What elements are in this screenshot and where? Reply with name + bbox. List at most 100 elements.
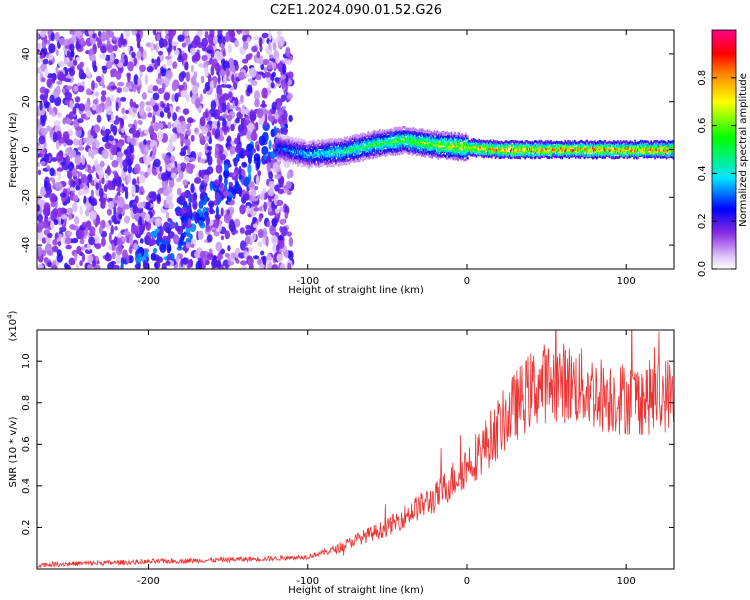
spectrogram-cell	[415, 132, 417, 135]
spectrogram-cell	[379, 153, 381, 156]
spectrogram-cell	[317, 148, 319, 151]
spectrogram-cell	[377, 150, 379, 153]
spectrogram-cell	[440, 145, 442, 148]
spectrogram-cell	[344, 137, 347, 140]
spectrogram-cell	[410, 131, 413, 134]
spectrogram-cell	[39, 30, 47, 38]
spectrogram-cell	[530, 153, 532, 156]
spectrogram-cell	[152, 114, 156, 124]
spectrogram-cell	[288, 190, 292, 196]
spectrogram-cell	[325, 159, 328, 162]
spectrogram-cell	[258, 214, 262, 223]
spectrogram-cell	[340, 152, 343, 155]
spectrogram-cell	[542, 151, 545, 155]
spectrogram-cell	[280, 158, 283, 161]
spectrogram-cell	[438, 137, 440, 141]
spectrogram-cell	[247, 163, 252, 174]
spectrogram-cell	[361, 132, 364, 136]
spectrogram-cell	[421, 128, 423, 131]
spectrogram-cell	[440, 132, 442, 135]
spectrogram-cell	[422, 145, 424, 149]
spectrogram-cell	[495, 150, 498, 154]
spectrogram-cell	[96, 260, 100, 265]
spectrogram-cell	[276, 158, 279, 161]
spectrogram-cell	[409, 148, 412, 152]
spectrogram-cell	[181, 52, 188, 61]
spectrogram-cell	[275, 156, 278, 160]
spectrogram-cell	[66, 50, 71, 58]
spectrogram-cell	[275, 141, 278, 144]
spectrogram-cell	[498, 141, 501, 144]
spectrogram-cell	[260, 250, 265, 256]
spectrogram-cell	[263, 120, 268, 127]
spectrogram-cell	[405, 130, 408, 134]
spectrogram-cell	[537, 144, 540, 148]
spectrogram-cell	[541, 141, 544, 144]
spectrogram-cell	[279, 144, 282, 148]
spectrogram-cell	[278, 158, 281, 162]
spectrogram-cell	[159, 243, 167, 253]
spectrogram-cell	[127, 158, 132, 167]
spectrogram-cell	[387, 152, 390, 155]
spectrogram-cell	[300, 138, 303, 141]
spectrogram-cell	[335, 159, 337, 163]
spectrogram-cell	[533, 156, 536, 160]
spectrogram-cell	[282, 149, 285, 152]
spectrogram-cell	[295, 147, 297, 150]
spectrogram-cell	[354, 146, 356, 149]
spectrogram-cell	[295, 149, 297, 153]
spectrogram-cell	[418, 129, 420, 133]
spectrogram-cell	[282, 151, 285, 155]
spectrogram-cell	[519, 140, 522, 144]
spectrogram-cell	[375, 143, 377, 146]
spectrogram-cell	[550, 139, 552, 143]
spectrogram-cell	[446, 145, 449, 148]
spectrogram-cell	[329, 138, 331, 141]
spectrogram-cell	[435, 151, 437, 154]
spectrogram-cell	[288, 144, 290, 147]
spectrogram-cell	[531, 149, 533, 153]
spectrogram-cell	[462, 153, 464, 156]
spectrogram-cell	[131, 51, 136, 59]
spectrogram-cell	[400, 146, 402, 149]
spectrogram-cell	[308, 162, 310, 166]
spectrogram-cell	[510, 147, 513, 151]
spectrogram-cell	[437, 136, 439, 140]
spectrogram-cell	[443, 138, 445, 141]
spectrogram-cell	[114, 194, 118, 201]
spectrogram-cell	[447, 151, 450, 155]
spectrogram-cell	[439, 135, 441, 138]
spectrogram-cell	[474, 151, 477, 154]
spectrogram-cell	[382, 131, 385, 134]
spectrogram-cell	[430, 150, 433, 153]
spectrogram-cell	[441, 133, 443, 137]
spectrogram-cell	[307, 149, 309, 153]
spectrogram-cell	[399, 146, 401, 150]
spectrogram-cell	[425, 152, 428, 155]
spectrogram-cell	[457, 132, 459, 135]
spectrogram-cell	[413, 147, 416, 150]
spectrogram-cell	[373, 140, 375, 144]
spectrogram-cell	[364, 134, 367, 137]
spectrogram-cell	[406, 141, 409, 145]
spectrogram-cell	[387, 150, 390, 154]
spectrogram-cell	[447, 144, 450, 148]
spectrogram-cell	[501, 154, 503, 157]
spectrogram-cell	[287, 135, 289, 139]
spectrogram-cell	[533, 144, 536, 148]
spectrogram-cell	[446, 156, 449, 160]
spectrogram-cell	[304, 147, 307, 151]
spectrogram-cell	[373, 136, 375, 140]
spectrogram-cell	[316, 146, 318, 149]
spectrogram-cell	[368, 133, 371, 136]
spectrogram-cell	[155, 42, 159, 54]
spectrogram-cell	[531, 154, 534, 157]
spectrogram-cell	[552, 143, 554, 147]
spectrogram-cell	[427, 132, 430, 136]
spectrogram-cell	[454, 148, 457, 151]
spectrogram-cell	[465, 143, 467, 146]
spectrogram-cell	[279, 149, 282, 152]
spectrogram-cell	[462, 157, 464, 161]
spectrogram-cell	[353, 160, 355, 164]
spectrogram-cell	[330, 154, 332, 158]
